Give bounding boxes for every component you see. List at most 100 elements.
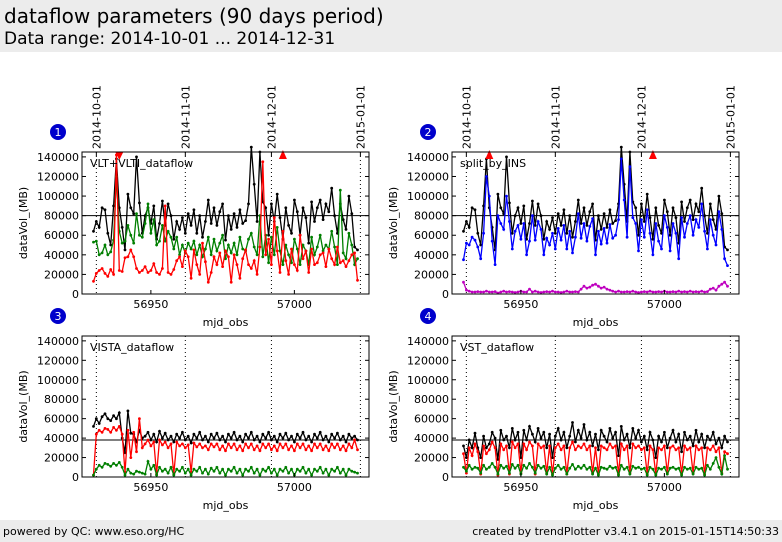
series-point — [181, 430, 184, 434]
series-point — [310, 473, 313, 477]
series-point — [112, 273, 115, 276]
series-point — [683, 465, 686, 469]
series-point — [100, 430, 104, 434]
x-tick-label: 56950 — [133, 298, 168, 311]
series-point — [270, 438, 273, 442]
series-point — [100, 465, 104, 469]
series-point — [287, 253, 290, 257]
series-point — [344, 257, 348, 261]
series-point — [267, 237, 270, 241]
series-point — [619, 463, 623, 467]
date-marker-label: 2015-01-01 — [724, 85, 737, 149]
series-point — [548, 444, 551, 448]
series-point — [508, 220, 511, 223]
series-point — [281, 263, 285, 266]
series-point — [562, 208, 566, 212]
series-point — [215, 263, 219, 266]
series-point — [654, 222, 658, 225]
series-point — [462, 465, 465, 469]
series-point — [591, 202, 594, 206]
series-point — [155, 271, 159, 274]
series-point — [146, 460, 150, 463]
series-point — [201, 438, 204, 442]
series-point — [212, 255, 216, 259]
x-tick-label: 56950 — [503, 481, 538, 494]
y-tick-label: 40000 — [414, 249, 449, 262]
series-point — [232, 253, 236, 257]
series-point — [310, 200, 313, 204]
series-point — [298, 469, 302, 473]
series-point — [103, 412, 107, 416]
series-point — [726, 452, 729, 456]
series-point — [720, 228, 724, 231]
series-point — [158, 239, 161, 243]
series-point — [703, 446, 706, 450]
series-point — [97, 253, 101, 257]
series-point — [169, 214, 173, 218]
series-point — [708, 438, 712, 442]
series-point — [307, 434, 311, 438]
series-point — [186, 467, 190, 471]
series-point — [272, 467, 276, 471]
series-point — [158, 438, 161, 442]
series-point — [703, 290, 706, 294]
series-point — [688, 466, 692, 470]
series-point — [602, 446, 606, 450]
series-point — [117, 461, 121, 464]
series-point — [465, 241, 468, 245]
series-point — [700, 289, 704, 293]
series-point — [327, 449, 331, 453]
series-point — [599, 428, 603, 432]
series-point — [293, 440, 296, 444]
series-point — [284, 465, 288, 469]
series-point — [513, 229, 517, 233]
series-point — [708, 287, 712, 291]
plot-frame — [81, 151, 370, 295]
series-point — [565, 446, 569, 450]
series-point — [516, 224, 520, 227]
series-point — [640, 440, 643, 444]
series-point — [625, 465, 629, 469]
series-point — [295, 210, 299, 214]
series-point — [723, 450, 726, 454]
series-point — [189, 276, 193, 280]
series-point — [290, 467, 293, 471]
series-point — [109, 250, 113, 254]
series-point — [625, 235, 629, 239]
series-point — [132, 212, 136, 216]
series-point — [668, 249, 672, 253]
series-point — [146, 271, 150, 274]
series-point — [473, 465, 477, 469]
series-point — [525, 466, 528, 470]
series-point — [344, 449, 348, 453]
y-tick-label: 60000 — [44, 229, 79, 242]
series-point — [582, 284, 586, 288]
series-point — [677, 289, 681, 293]
series-point — [645, 290, 649, 294]
series-point — [109, 268, 113, 271]
series-point — [313, 220, 316, 223]
series-point — [166, 202, 170, 206]
series-point — [723, 280, 726, 284]
series-point — [685, 222, 689, 225]
series-point — [172, 247, 176, 251]
series-point — [186, 212, 190, 216]
series-point — [175, 259, 179, 263]
series-point — [241, 440, 245, 444]
series-point — [109, 430, 113, 434]
series-point — [625, 444, 629, 448]
series-point — [304, 448, 308, 452]
series-point — [92, 279, 95, 283]
series-point — [126, 192, 130, 196]
series-point — [617, 289, 620, 293]
series-point — [545, 220, 549, 223]
series-point — [178, 253, 182, 257]
series-point — [290, 231, 293, 235]
series-point — [201, 446, 204, 450]
series-point — [553, 434, 557, 438]
series-point — [542, 464, 546, 468]
series-point — [482, 444, 485, 448]
series-point — [227, 432, 230, 436]
series-point — [324, 265, 328, 268]
series-point — [588, 210, 592, 214]
